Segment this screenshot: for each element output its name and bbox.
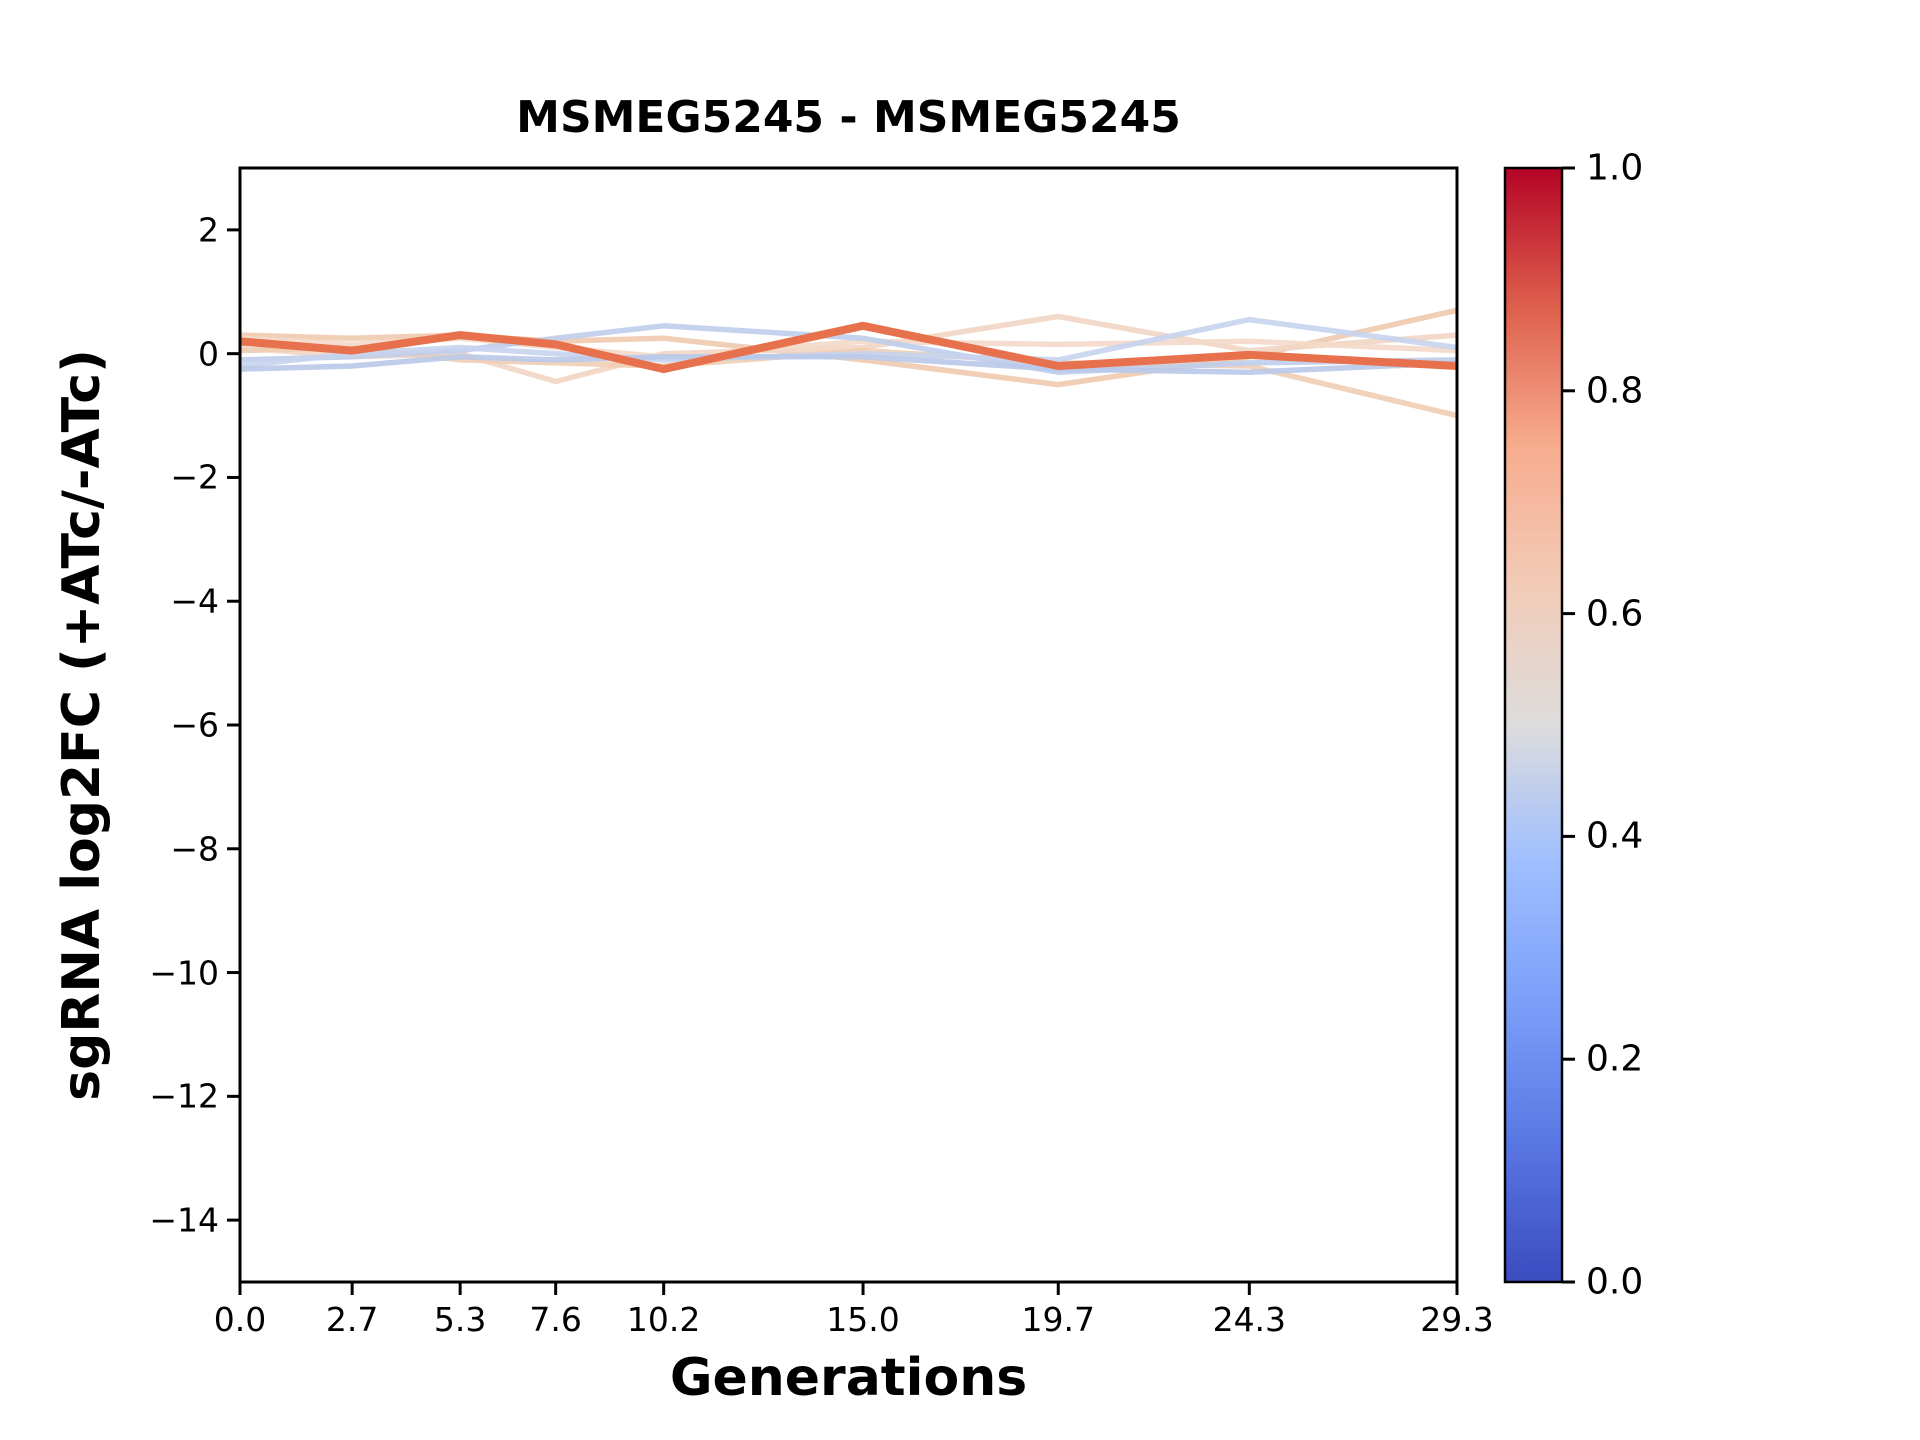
x-tick-label: 0.0 (213, 1300, 267, 1339)
series-line-sgRNA-1 (240, 321, 1457, 374)
colorbar-tick-label: 0.6 (1586, 593, 1644, 635)
colorbar-tick-label: 0.2 (1586, 1038, 1644, 1080)
y-tick-label: 2 (198, 210, 219, 250)
chart-title: MSMEG5245 - MSMEG5245 (516, 92, 1181, 143)
series-line-sgRNA-7 (240, 316, 1457, 369)
y-tick-label: −14 (149, 1200, 219, 1240)
y-tick-label: −10 (149, 953, 219, 993)
x-tick-label: 10.2 (626, 1300, 701, 1339)
colorbar-frame (1503, 166, 1564, 1284)
x-tick-label: 29.3 (1420, 1300, 1494, 1339)
x-tick-label: 5.3 (433, 1300, 487, 1339)
y-tick-label: −2 (170, 457, 219, 497)
y-tick-label: −4 (170, 581, 219, 621)
x-tick-label: 7.6 (529, 1300, 582, 1339)
x-tick-label: 19.7 (1021, 1300, 1095, 1339)
y-tick-label: −12 (149, 1076, 219, 1116)
y-tick-label: −8 (170, 829, 219, 869)
colorbar-tick-label: 0.4 (1586, 815, 1644, 857)
colorbar-gradient (1505, 168, 1562, 1282)
series-line-sgRNA-6 (240, 323, 1457, 375)
x-tick-label: 15.0 (826, 1300, 900, 1339)
y-tick-label: 0 (198, 334, 219, 374)
axis-tick-marks (227, 228, 1459, 1295)
series-lines (240, 307, 1457, 419)
x-tick-label: 2.7 (325, 1300, 379, 1339)
x-axis-label: Generations (669, 1348, 1028, 1408)
y-tick-label: −6 (170, 705, 219, 745)
colorbar-tick-label: 0.0 (1586, 1261, 1644, 1303)
colorbar-tick-label: 1.0 (1586, 147, 1644, 189)
colorbar-tick-marks (1562, 166, 1575, 1284)
x-tick-label: 24.3 (1212, 1300, 1287, 1339)
series-line-sgRNA-8 (240, 354, 1457, 375)
colorbar-tick-label: 0.8 (1586, 370, 1644, 412)
